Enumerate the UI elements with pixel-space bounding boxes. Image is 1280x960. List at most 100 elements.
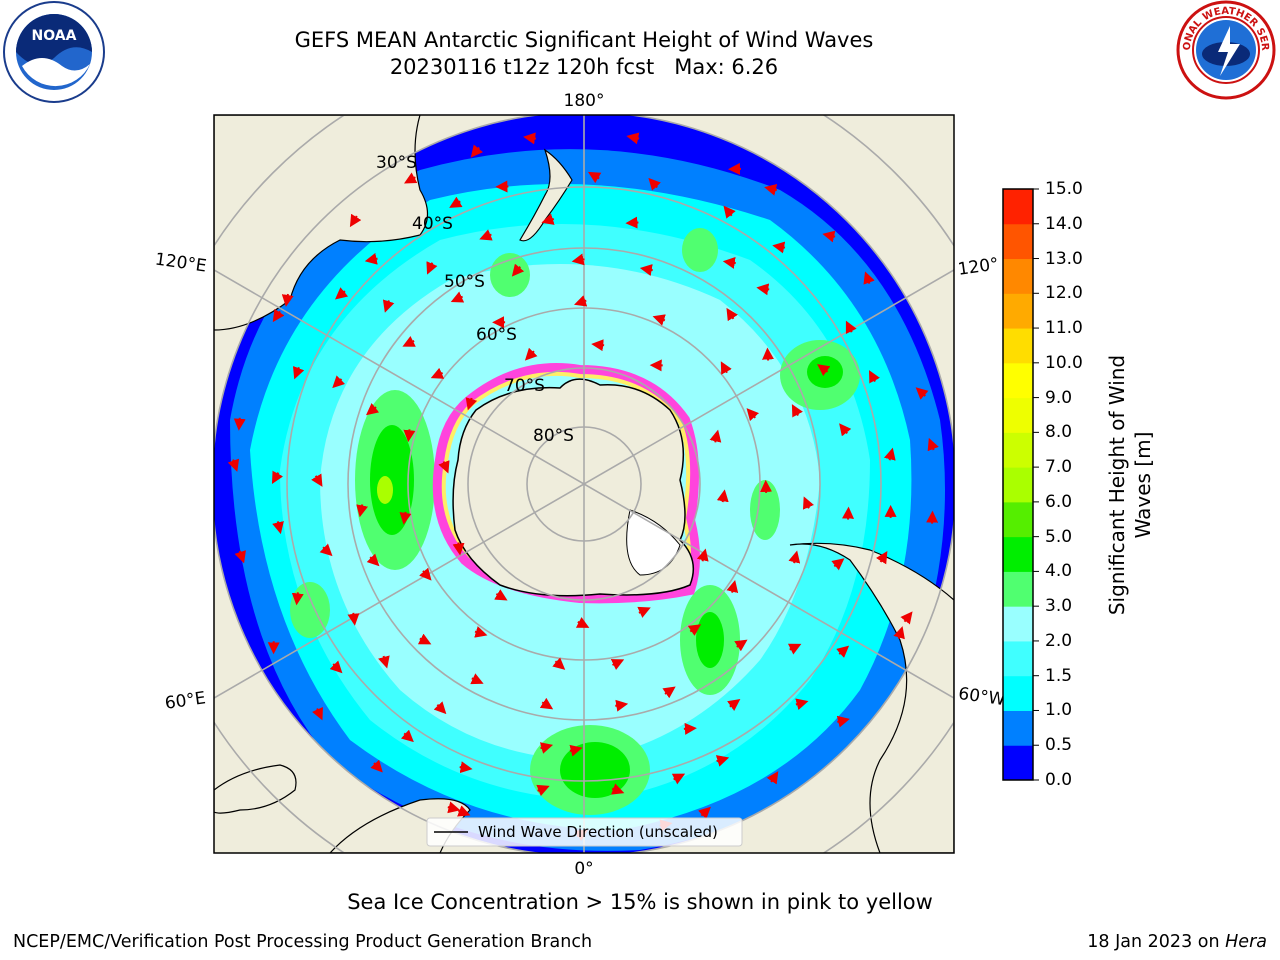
wind-wave-arrow [539, 697, 554, 710]
colorbar-tick-label: 4.0 [1045, 561, 1073, 582]
wind-wave-arrow [399, 511, 412, 525]
colorbar-segment [1003, 397, 1033, 433]
wind-wave-arrows [227, 132, 939, 841]
wind-wave-arrow [884, 447, 896, 461]
colorbar-tick-label: 0.5 [1045, 735, 1073, 756]
wind-wave-arrow [802, 496, 814, 510]
colorbar-segment [1003, 362, 1033, 399]
wind-wave-arrow [611, 783, 625, 795]
lon-label-120e: 120°E [154, 250, 208, 277]
wind-wave-arrow [687, 624, 702, 636]
wind-wave-arrow [893, 626, 905, 640]
colorbar-segment [1003, 432, 1033, 468]
wind-wave-arrow [378, 655, 390, 669]
wind-wave-arrow [863, 271, 875, 285]
wind-wave-arrow [746, 408, 759, 422]
wind-wave-arrow [356, 504, 368, 518]
wind-wave-arrow [683, 722, 697, 735]
colorbar-tick-label: 12.0 [1045, 283, 1083, 304]
wind-wave-arrow [365, 403, 380, 416]
wind-wave-arrow [319, 543, 333, 557]
wind-wave-arrow [839, 423, 852, 437]
africa-land [214, 764, 297, 814]
wind-wave-arrow [452, 542, 465, 556]
wind-wave-arrow [541, 213, 555, 225]
wind-wave-arrow [831, 558, 845, 571]
wind-wave-arrow [465, 397, 478, 411]
wind-wave-arrow [795, 698, 809, 711]
wind-wave-arrow [569, 744, 583, 757]
wind-wave-arrow [474, 626, 488, 638]
wind-wave-arrow [447, 801, 461, 814]
wind-wave-arrow [915, 387, 929, 400]
colorbar-segment [1003, 328, 1033, 364]
wind-wave-arrow [610, 659, 625, 670]
colorbar-tick-label: 6.0 [1045, 491, 1073, 512]
wind-wave-arrow [791, 404, 803, 418]
wind-wave-arrow [291, 592, 304, 606]
wind-wave-arrow [696, 548, 709, 562]
wind-wave-arrow [370, 759, 383, 773]
wind-wave-arrow [764, 184, 778, 196]
colorbar-tick-label: 7.0 [1045, 457, 1073, 478]
wind-wave-arrow [698, 806, 711, 820]
chart-subtitle: 20230116 t12z 120h fcst Max: 6.26 [389, 55, 779, 79]
colorbar-segment [1003, 258, 1033, 294]
chart-title: GEFS MEAN Antarctic Significant Height o… [294, 28, 874, 52]
wind-wave-arrow [662, 686, 676, 699]
colorbar-tick-label: 8.0 [1045, 422, 1073, 443]
wind-wave-arrow [716, 489, 729, 503]
lon-label-180: 180° [564, 91, 605, 111]
colorbar-segment [1003, 745, 1033, 781]
wind-wave-arrow [648, 177, 661, 191]
wind-wave-arrow [652, 314, 666, 326]
wind-wave-arrow [536, 784, 550, 796]
footer-organization: NCEP/EMC/Verification Post Processing Pr… [13, 932, 593, 952]
colorbar-tick-label: 0.0 [1045, 770, 1073, 790]
wind-wave-arrow [552, 657, 566, 670]
wind-wave-arrow [639, 264, 653, 276]
wind-wave-arrow [726, 580, 739, 594]
wind-wave-arrow [720, 361, 732, 375]
colorbar-segment [1003, 640, 1033, 677]
noaa-logo: NOAA [3, 1, 105, 103]
colorbar-segment [1003, 710, 1033, 746]
wind-wave-arrow [329, 660, 343, 674]
wind-wave-arrow [292, 365, 305, 380]
wind-wave-arrow [788, 550, 801, 564]
wind-wave-arrow [459, 761, 473, 774]
wind-wave-arrow [349, 213, 362, 228]
wind-wave-arrow [419, 567, 432, 581]
wind-wave-arrow [470, 673, 484, 685]
colorbar-segment [1003, 675, 1033, 711]
wind-wave-arrow [734, 639, 748, 652]
colorbar-segment [1003, 293, 1033, 329]
wind-wave-arrow [587, 171, 602, 184]
colorbar [1002, 188, 1039, 781]
lat-label-40s: 40°S [412, 214, 453, 234]
colorbar-segment [1003, 536, 1033, 572]
wind-wave-arrow [335, 287, 349, 300]
colorbar-segment [1003, 501, 1033, 538]
wind-wave-arrow [836, 645, 850, 658]
wind-wave-arrow [271, 470, 284, 484]
lat-label-80s: 80°S [533, 426, 574, 446]
colorbar-segment [1003, 189, 1033, 225]
wind-wave-arrow [772, 241, 786, 254]
wind-wave-arrow [875, 550, 888, 565]
wind-wave-arrow [403, 172, 418, 184]
wind-wave-arrow [312, 706, 323, 721]
wind-wave-arrow [366, 553, 380, 567]
wind-wave-arrow [233, 417, 246, 431]
colorbar-tick-label: 14.0 [1045, 213, 1083, 234]
wind-wave-arrow [400, 729, 414, 743]
national-weather-service-logo: NATIONAL WEATHER SERVICE [1174, 0, 1276, 100]
colorbar-segment [1003, 467, 1033, 503]
colorbar-tick-label: 15.0 [1045, 179, 1083, 199]
wind-wave-arrow [927, 437, 939, 452]
wind-wave-arrow [438, 460, 450, 474]
wind-wave-arrow [227, 458, 240, 472]
wind-wave-arrow [311, 473, 323, 487]
wind-wave-arrow [364, 252, 378, 265]
